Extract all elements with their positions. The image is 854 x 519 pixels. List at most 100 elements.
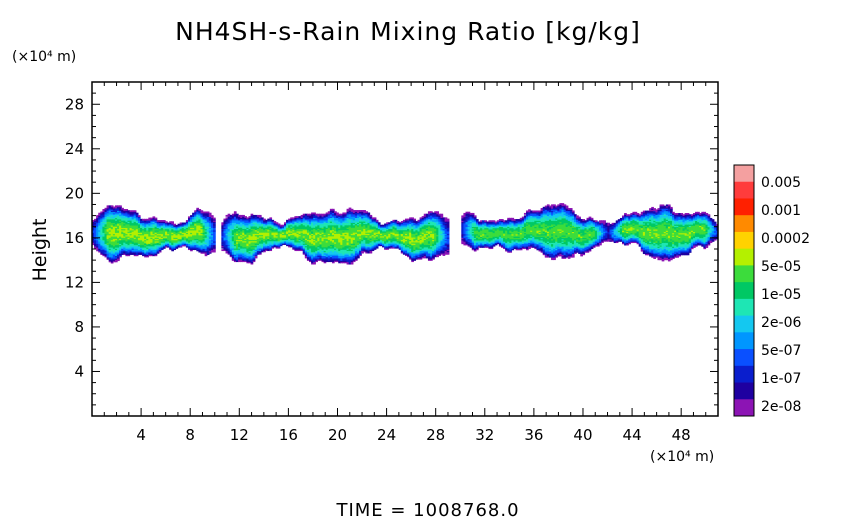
field-cell — [206, 229, 210, 232]
field-cell — [400, 230, 404, 233]
field-cell — [114, 243, 118, 246]
field-cell — [171, 226, 174, 229]
field-cell — [344, 212, 348, 215]
field-cell — [411, 255, 414, 258]
field-cell — [334, 260, 337, 263]
field-cell — [309, 239, 312, 242]
field-cell — [388, 235, 391, 238]
field-cell — [121, 245, 124, 248]
field-cell — [417, 232, 421, 234]
field-cell — [196, 232, 200, 235]
field-cell — [354, 236, 358, 239]
field-cell — [261, 247, 264, 250]
field-cell — [235, 244, 239, 247]
field-cell — [187, 228, 191, 231]
field-cell — [227, 239, 231, 242]
field-cell — [158, 243, 162, 246]
field-cell — [298, 234, 302, 237]
field-cell — [398, 233, 402, 236]
field-cell — [240, 244, 243, 247]
field-cell — [325, 246, 329, 249]
field-cell — [357, 238, 360, 241]
field-cell — [238, 221, 241, 223]
field-cell — [407, 247, 410, 250]
field-cell — [342, 235, 346, 238]
field-cell — [402, 239, 406, 242]
field-cell — [402, 252, 406, 255]
field-cell — [248, 238, 252, 241]
field-cell — [223, 224, 227, 227]
field-cell — [256, 238, 260, 241]
field-cell — [100, 239, 104, 242]
field-cell — [158, 222, 162, 225]
field-cell — [315, 213, 318, 216]
field-cell — [402, 249, 406, 252]
field-cell — [304, 216, 308, 218]
field-cell — [246, 224, 250, 227]
field-cell — [394, 241, 398, 244]
field-cell — [231, 216, 235, 218]
field-cell — [133, 220, 137, 222]
field-cell — [229, 235, 233, 238]
field-cell — [267, 222, 270, 225]
field-cell — [413, 245, 417, 248]
field-cell — [323, 261, 327, 264]
field-cell — [106, 244, 110, 247]
field-cell — [348, 222, 352, 225]
field-cell — [265, 249, 268, 252]
field-cell — [386, 234, 389, 237]
field-cell — [398, 244, 402, 247]
field-cell — [419, 247, 423, 250]
field-cell — [354, 239, 358, 242]
field-cell — [235, 229, 239, 232]
field-cell — [196, 248, 200, 251]
field-cell — [114, 210, 118, 213]
field-cell — [187, 229, 191, 232]
field-cell — [409, 236, 412, 239]
field-cell — [256, 216, 260, 218]
field-cell — [405, 225, 408, 228]
field-cell — [344, 261, 348, 264]
field-cell — [229, 225, 233, 228]
field-cell — [331, 247, 335, 250]
field-cell — [338, 239, 341, 242]
field-cell — [396, 243, 400, 245]
field-cell — [129, 227, 133, 230]
field-cell — [340, 243, 343, 245]
field-cell — [323, 257, 327, 260]
field-cell — [169, 232, 172, 235]
field-cell — [175, 233, 179, 236]
field-cell — [354, 213, 358, 216]
field-cell — [158, 234, 162, 237]
field-cell — [419, 256, 423, 259]
field-cell — [367, 244, 371, 247]
field-cell — [231, 259, 235, 261]
field-cell — [382, 225, 385, 228]
field-cell — [121, 231, 124, 233]
field-cell — [384, 240, 387, 243]
field-cell — [148, 242, 152, 244]
field-cell — [238, 241, 241, 244]
field-cell — [206, 253, 210, 255]
field-cell — [100, 226, 104, 229]
field-cell — [121, 239, 124, 242]
field-cell — [342, 247, 346, 250]
field-cell — [331, 243, 335, 245]
field-cell — [252, 240, 256, 243]
field-cell — [104, 209, 108, 211]
field-cell — [309, 259, 312, 261]
field-cell — [246, 257, 250, 260]
field-cell — [194, 224, 197, 227]
field-cell — [131, 242, 135, 244]
field-cell — [160, 233, 164, 236]
field-cell — [269, 241, 273, 244]
field-cell — [279, 243, 283, 245]
field-cell — [250, 254, 254, 256]
field-cell — [298, 235, 302, 238]
field-cell — [108, 223, 112, 226]
field-cell — [286, 230, 289, 233]
field-cell — [402, 245, 406, 248]
field-cell — [250, 243, 254, 245]
field-cell — [190, 223, 193, 226]
field-cell — [187, 246, 191, 249]
